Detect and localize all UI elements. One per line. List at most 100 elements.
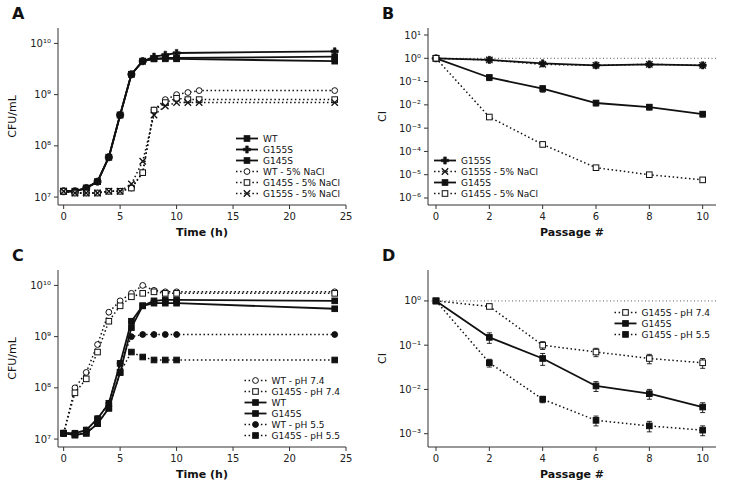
data-point (196, 99, 202, 105)
y-tick (424, 128, 428, 129)
y-tick-label: 10⁸ (34, 140, 51, 151)
legend-marker (253, 411, 259, 417)
panel: 051015202510⁷10⁸10⁹10¹⁰Time (h)CFU/mLCWT… (6, 246, 352, 481)
legend: WTG155SG145SWT - 5% NaClG145S - 5% NaClG… (236, 134, 340, 199)
data-point (699, 62, 705, 68)
y-axis-title: CI (376, 353, 389, 364)
data-point (151, 332, 157, 338)
data-point (593, 62, 599, 68)
data-point (332, 298, 338, 304)
legend-label: G145S (263, 156, 293, 166)
y-tick-label: 10⁻¹ (399, 340, 421, 351)
data-point (433, 55, 439, 61)
x-tick (176, 447, 177, 451)
plot-area (428, 298, 716, 436)
data-point (61, 188, 67, 194)
data-point (61, 188, 67, 194)
x-tick-label: 15 (227, 453, 240, 464)
legend-label: G145S - pH 5.5 (642, 330, 711, 340)
x-tick-label: 8 (646, 453, 652, 464)
legend-label: G145S (642, 319, 672, 329)
legend-marker (441, 157, 448, 164)
data-point (593, 165, 599, 171)
data-point (646, 61, 653, 68)
data-point (332, 332, 338, 338)
panel-label: B (382, 4, 394, 23)
legend-marker (243, 146, 250, 153)
legend-label: WT - 5% NaCl (263, 167, 325, 177)
data-point (151, 56, 157, 62)
data-point (486, 56, 493, 63)
error-bar (700, 112, 705, 117)
y-tick (54, 94, 58, 95)
legend-marker (244, 158, 250, 164)
data-point (332, 99, 338, 105)
x-tick (702, 447, 703, 451)
data-point (83, 376, 89, 382)
data-point (140, 58, 146, 64)
data-point (162, 300, 168, 306)
series-line (64, 57, 335, 192)
data-point (647, 356, 653, 362)
legend-marker (623, 332, 629, 338)
error-bar (647, 105, 652, 110)
data-point (433, 55, 439, 61)
data-point (593, 418, 599, 424)
error-bar (594, 166, 599, 170)
error-bar (487, 359, 492, 367)
data-point (106, 154, 112, 160)
data-point (151, 107, 157, 113)
y-axis-title: CFU/mL (6, 94, 19, 137)
data-point (95, 190, 101, 196)
series-line (64, 303, 335, 435)
x-tick (542, 205, 543, 209)
series (433, 298, 705, 436)
data-point (540, 86, 546, 92)
legend-marker (253, 389, 259, 395)
series-line (64, 292, 335, 433)
data-point (117, 370, 123, 376)
data-point (72, 390, 78, 396)
y-tick (54, 387, 58, 388)
data-point (162, 357, 168, 363)
series-line (64, 59, 335, 191)
series-line (436, 58, 703, 65)
y-tick-label: 10¹⁰ (30, 280, 51, 291)
error-bar (700, 426, 705, 436)
x-tick (120, 447, 121, 451)
error-bar (540, 342, 545, 350)
y-tick-label: 10⁹ (34, 89, 51, 100)
data-point (539, 60, 546, 67)
error-bar (594, 348, 599, 356)
y-tick-label: 10⁻³ (399, 123, 421, 134)
data-point (174, 55, 180, 61)
error-bar (487, 75, 492, 81)
data-point (647, 172, 653, 178)
data-point (61, 188, 67, 194)
x-tick-label: 0 (60, 211, 66, 222)
y-tick (54, 285, 58, 286)
panel-label: C (12, 246, 24, 265)
data-point (173, 49, 180, 56)
legend-marker (623, 310, 629, 316)
data-point (487, 75, 493, 81)
data-point (185, 99, 191, 105)
x-tick (289, 447, 290, 451)
data-point (139, 58, 146, 65)
legend-marker (253, 422, 259, 428)
panel: 024681010⁻³10⁻²10⁻¹10⁰Passage #CIDG145S … (376, 246, 716, 481)
x-tick (233, 205, 234, 209)
panel: 051015202510⁷10⁸10⁹10¹⁰Time (h)CFU/mLAWT… (6, 4, 352, 239)
legend-marker (442, 168, 448, 174)
series (61, 56, 338, 194)
data-point (331, 48, 338, 55)
x-tick (596, 205, 597, 209)
y-tick (424, 81, 428, 82)
series (61, 332, 338, 437)
data-point (95, 421, 101, 427)
data-point (117, 112, 123, 118)
y-tick (424, 58, 428, 59)
data-point (140, 303, 146, 309)
data-point (432, 55, 439, 62)
series (61, 54, 338, 194)
